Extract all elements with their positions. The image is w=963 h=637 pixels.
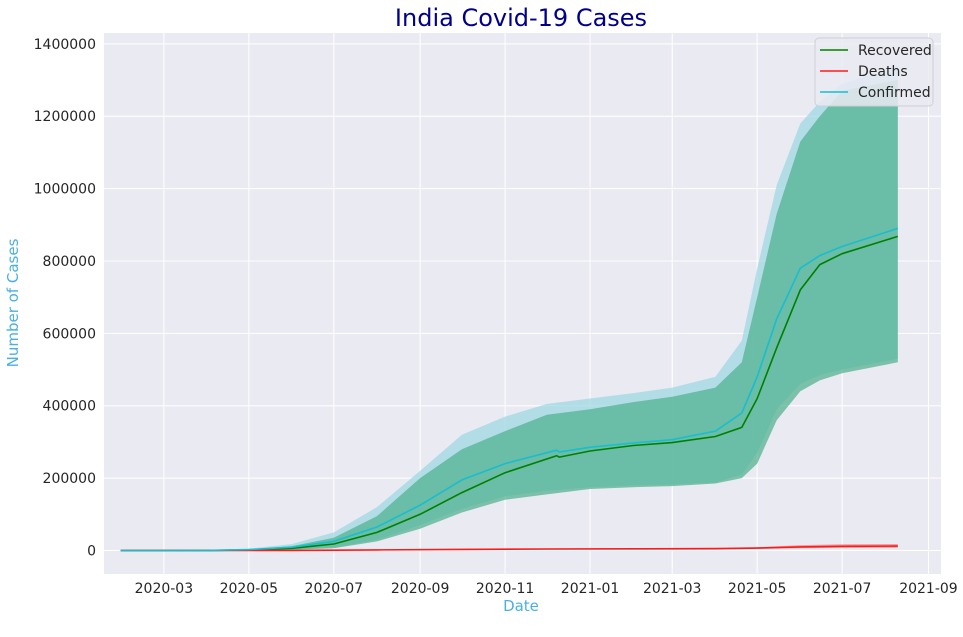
x-tick-label: 2021-09: [899, 581, 958, 597]
legend-label-confirmed: Confirmed: [858, 85, 931, 101]
x-tick-label: 2021-01: [561, 581, 620, 597]
series-lines: [120, 227, 899, 552]
y-tick-label: 1200000: [34, 109, 96, 125]
y-tick-label: 0: [87, 543, 96, 559]
legend: Recovered Deaths Confirmed: [814, 37, 934, 107]
x-tick-label: 2021-03: [643, 581, 702, 597]
x-tick-label: 2020-07: [305, 581, 364, 597]
y-tick-label: 1000000: [34, 182, 96, 198]
y-tick-label: 600000: [43, 326, 96, 342]
series-line-recovered: [120, 235, 899, 552]
x-tick-label: 2020-05: [220, 581, 279, 597]
series-line-confirmed: [120, 227, 899, 552]
y-tick-label: 1400000: [34, 37, 96, 53]
y-tick-label: 800000: [43, 254, 96, 270]
y-tick-label: 200000: [43, 471, 96, 487]
x-tick-label: 2021-07: [813, 581, 872, 597]
series-line-deaths: [120, 545, 898, 552]
x-tick-label: 2020-09: [391, 581, 450, 597]
x-axis-label: Date: [503, 597, 539, 615]
x-tick-label: 2020-03: [135, 581, 194, 597]
legend-label-recovered: Recovered: [858, 43, 932, 59]
y-axis-ticks: 0 200000 400000 600000 800000 1000000 1200000 1…: [34, 37, 96, 560]
y-axis-label: Number of Cases: [4, 238, 22, 367]
y-tick-label: 400000: [43, 399, 96, 415]
legend-label-deaths: Deaths: [858, 64, 908, 80]
x-tick-label: 2020-11: [476, 581, 535, 597]
legend-box: [814, 37, 934, 107]
chart-title: India Covid-19 Cases: [395, 4, 647, 32]
x-tick-label: 2021-05: [728, 581, 787, 597]
x-axis-ticks: 2020-03 2020-05 2020-07 2020-09 2020-11 2021-…: [135, 581, 958, 597]
